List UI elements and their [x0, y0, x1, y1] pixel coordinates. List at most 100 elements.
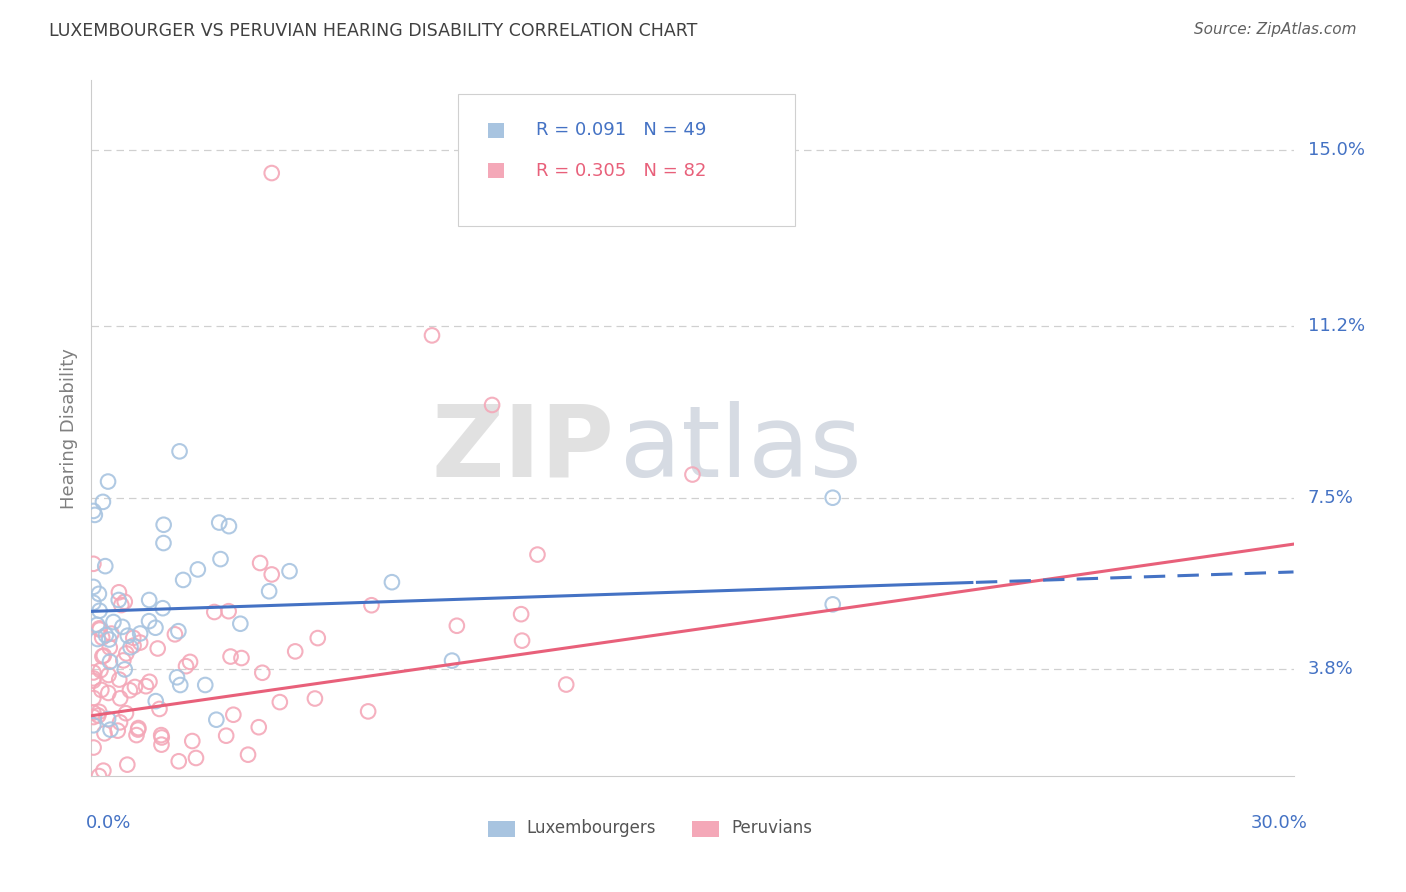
Point [357, 705, 380, 719]
Point [82, 718, 104, 732]
Point [82, 710, 104, 724]
Point [179, 655, 201, 669]
Point [108, 715, 131, 730]
Point [231, 651, 253, 665]
Point [91, 649, 114, 664]
FancyBboxPatch shape [458, 95, 794, 227]
Point [89, 604, 111, 618]
Point [510, 607, 533, 622]
Text: atlas: atlas [620, 401, 862, 498]
Text: 11.2%: 11.2% [1308, 318, 1365, 335]
Point [97, 712, 120, 726]
Text: 0.0%: 0.0% [86, 814, 131, 832]
Point [304, 691, 326, 706]
Point [257, 584, 280, 599]
Point [89, 705, 111, 719]
Point [127, 723, 149, 737]
Point [360, 599, 382, 613]
Point [481, 398, 503, 412]
Point [97, 475, 120, 489]
Point [510, 633, 533, 648]
Text: Source: ZipAtlas.com: Source: ZipAtlas.com [1194, 22, 1357, 37]
Point [236, 747, 259, 762]
Point [166, 670, 188, 684]
Point [87, 769, 110, 783]
Point [260, 166, 283, 180]
Point [117, 757, 139, 772]
Point [122, 639, 145, 653]
Point [167, 754, 190, 768]
Point [194, 678, 217, 692]
Point [148, 702, 170, 716]
Point [249, 556, 271, 570]
Bar [488, 822, 515, 837]
Point [122, 631, 145, 645]
Text: 7.5%: 7.5% [1308, 489, 1354, 507]
Bar [488, 123, 503, 138]
Point [100, 626, 122, 640]
Point [420, 328, 443, 343]
Point [91, 631, 114, 645]
Point [252, 665, 274, 680]
Point [97, 668, 120, 682]
Point [129, 635, 152, 649]
Point [115, 647, 138, 661]
Point [91, 495, 114, 509]
Point [146, 641, 169, 656]
Point [112, 653, 135, 667]
Point [163, 627, 186, 641]
Point [150, 728, 173, 742]
Point [89, 663, 111, 677]
Text: 3.8%: 3.8% [1308, 660, 1354, 678]
Text: 15.0%: 15.0% [1308, 141, 1365, 159]
Point [152, 536, 174, 550]
Point [82, 580, 104, 594]
Point [83, 740, 105, 755]
Point [209, 552, 232, 566]
Point [82, 706, 104, 720]
Point [526, 548, 548, 562]
Point [82, 673, 104, 688]
Point [229, 616, 252, 631]
Text: Luxembourgers: Luxembourgers [527, 819, 657, 838]
Point [260, 567, 283, 582]
Text: ZIP: ZIP [432, 401, 614, 498]
Point [125, 728, 148, 742]
Point [284, 644, 307, 658]
Text: R = 0.305   N = 82: R = 0.305 N = 82 [536, 161, 707, 179]
Point [111, 620, 134, 634]
Point [108, 691, 131, 706]
Point [169, 444, 191, 458]
Point [152, 601, 174, 615]
Point [103, 615, 125, 629]
Text: LUXEMBOURGER VS PERUVIAN HEARING DISABILITY CORRELATION CHART: LUXEMBOURGER VS PERUVIAN HEARING DISABIL… [49, 22, 697, 40]
Point [821, 491, 844, 505]
Point [110, 598, 132, 612]
Point [441, 654, 464, 668]
Point [93, 648, 115, 663]
Point [90, 682, 112, 697]
Point [86, 632, 108, 646]
Point [82, 672, 104, 686]
Point [100, 723, 122, 737]
Point [381, 575, 404, 590]
Point [821, 598, 844, 612]
Point [222, 707, 245, 722]
Point [181, 734, 204, 748]
Text: R = 0.091   N = 49: R = 0.091 N = 49 [536, 121, 707, 139]
Point [82, 691, 104, 706]
Point [184, 751, 207, 765]
Point [87, 708, 110, 723]
Point [278, 564, 301, 578]
Point [108, 673, 131, 687]
Text: Peruvians: Peruvians [731, 819, 811, 838]
Point [97, 686, 120, 700]
Point [446, 619, 468, 633]
Point [117, 629, 139, 643]
Point [129, 626, 152, 640]
Point [114, 595, 136, 609]
Point [94, 628, 117, 642]
Point [98, 640, 121, 655]
Point [205, 713, 228, 727]
Point [93, 726, 115, 740]
